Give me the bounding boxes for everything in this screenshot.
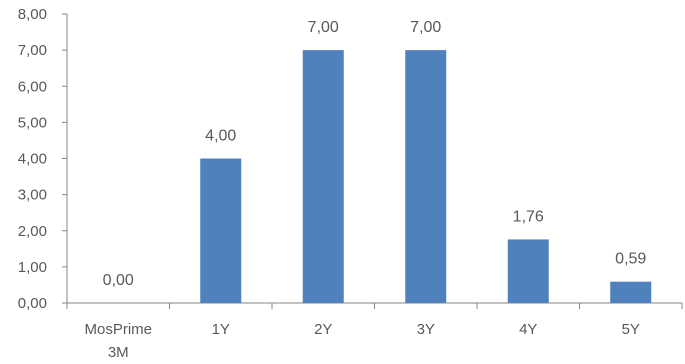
bar: [405, 50, 447, 303]
x-tick-label-line: 3M: [108, 344, 129, 361]
x-tick-label: 2Y: [314, 321, 332, 338]
x-tick-label: 4Y: [519, 321, 537, 338]
bar: [507, 239, 549, 303]
y-tick-label: 3,00: [18, 187, 47, 204]
data-label: 4,00: [205, 128, 236, 145]
data-label: 1,76: [513, 208, 544, 225]
y-tick-label: 8,00: [18, 6, 47, 23]
data-label: 0,00: [103, 272, 134, 289]
y-tick-label: 0,00: [18, 295, 47, 312]
x-tick-label-line: MosPrime: [84, 321, 152, 338]
bar: [200, 158, 242, 303]
data-label: 7,00: [308, 19, 339, 36]
x-axis: MosPrime 3M 1Y 2Y 3Y 4Y 5Y: [66, 302, 683, 361]
bar: [610, 281, 652, 303]
x-tick-label-line: 4Y: [519, 321, 537, 338]
x-tick-label: 5Y: [622, 321, 640, 338]
y-axis: 0,00 1,00 2,00 3,00 4,00 5,00 6,00 7,00 8,00: [18, 6, 68, 312]
x-tick-label-line: 1Y: [212, 321, 230, 338]
data-label: 7,00: [410, 19, 441, 36]
x-tick-label-line: 5Y: [622, 321, 640, 338]
y-tick-label: 5,00: [18, 114, 47, 131]
x-tick-label: 1Y: [212, 321, 230, 338]
x-tick-label: 3Y: [417, 321, 435, 338]
data-labels: 0,00 4,00 7,00 7,00 1,76 0,59: [103, 19, 647, 289]
bar: [302, 50, 344, 303]
bars: [200, 50, 652, 303]
x-tick-label-line: 2Y: [314, 321, 332, 338]
x-tick-label: MosPrime 3M: [84, 321, 152, 361]
y-tick-label: 6,00: [18, 78, 47, 95]
data-label: 0,59: [615, 251, 646, 268]
y-tick-label: 4,00: [18, 151, 47, 168]
y-tick-label: 2,00: [18, 223, 47, 240]
x-tick-label-line: 3Y: [417, 321, 435, 338]
y-tick-label: 1,00: [18, 259, 47, 276]
y-tick-label: 7,00: [18, 42, 47, 59]
